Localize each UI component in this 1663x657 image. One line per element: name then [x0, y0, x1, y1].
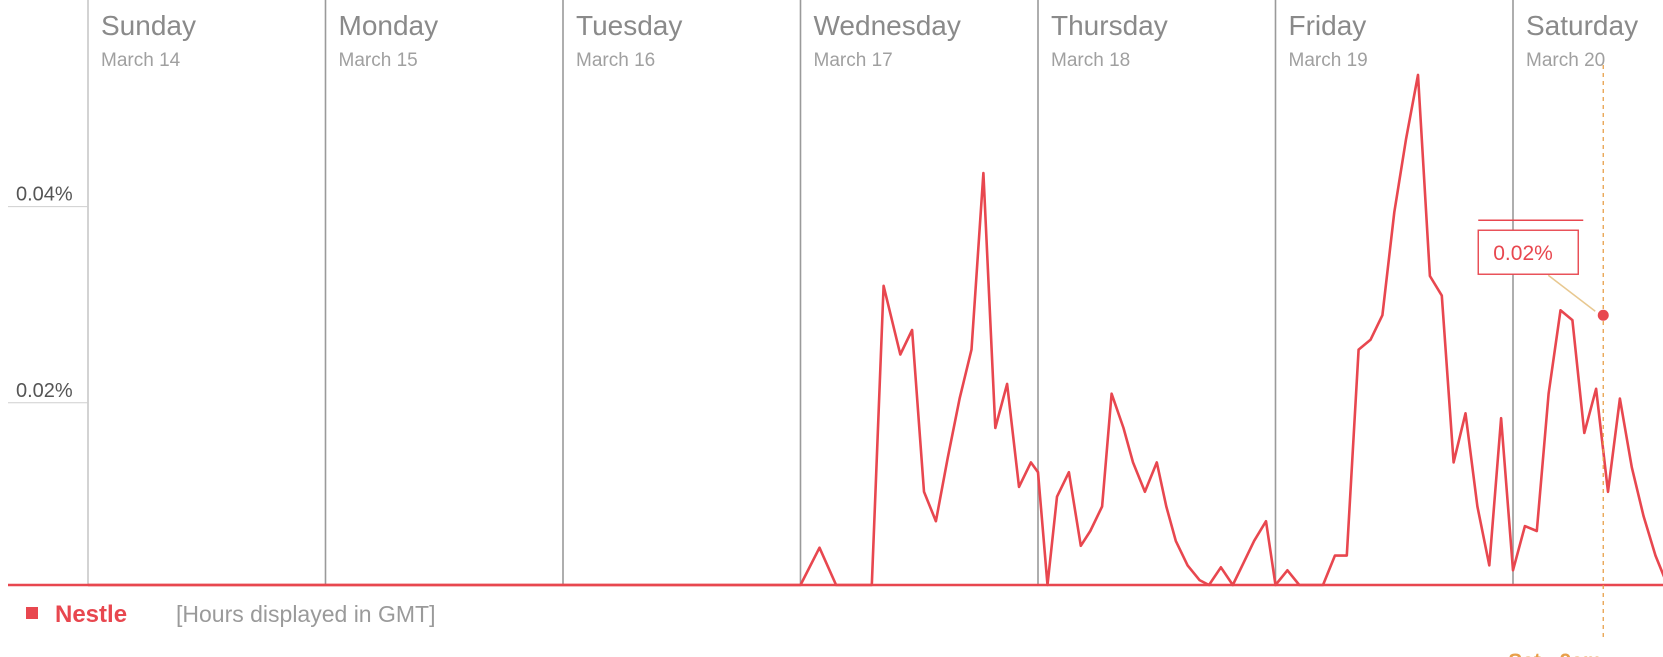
day-date-friday: March 19	[1289, 50, 1368, 71]
legend-swatch-nestle	[26, 607, 38, 619]
legend-label-nestle[interactable]: Nestle	[55, 601, 127, 628]
cursor-time-label: Sat - 9am	[1508, 650, 1601, 657]
day-name-tuesday: Tuesday	[576, 10, 682, 41]
day-name-wednesday: Wednesday	[814, 10, 961, 41]
hover-cursor[interactable]: 0.02% Sat - 9am	[1477, 65, 1609, 657]
tooltip-box	[1477, 229, 1579, 275]
y-axis-ticks: 0.04% 0.02%	[8, 184, 88, 404]
day-headers: Sunday March 14 Monday March 15 Tuesday March…	[101, 10, 1638, 71]
y-tick-label: 0.04%	[16, 184, 73, 206]
day-name-monday: Monday	[339, 10, 439, 41]
day-name-thursday: Thursday	[1051, 10, 1168, 41]
day-date-tuesday: March 16	[576, 50, 655, 71]
day-date-monday: March 15	[339, 50, 418, 71]
hover-point-marker	[1597, 309, 1609, 321]
day-date-saturday: March 20	[1526, 50, 1605, 71]
day-dividers	[87, 0, 1514, 585]
legend-timezone-note: [Hours displayed in GMT]	[176, 601, 435, 627]
day-date-thursday: March 18	[1051, 50, 1130, 71]
day-name-sunday: Sunday	[101, 10, 196, 41]
day-date-wednesday: March 17	[814, 50, 893, 71]
series-lines	[88, 73, 1663, 587]
day-name-friday: Friday	[1289, 10, 1367, 41]
tooltip-value: 0.02%	[1493, 242, 1553, 265]
day-name-saturday: Saturday	[1526, 10, 1638, 41]
tooltip-connector	[1547, 274, 1596, 312]
day-date-sunday: March 14	[101, 50, 181, 71]
legend: Nestle [Hours displayed in GMT]	[26, 601, 435, 628]
y-tick-label: 0.02%	[16, 380, 73, 402]
series-line-nestle	[88, 73, 1663, 587]
